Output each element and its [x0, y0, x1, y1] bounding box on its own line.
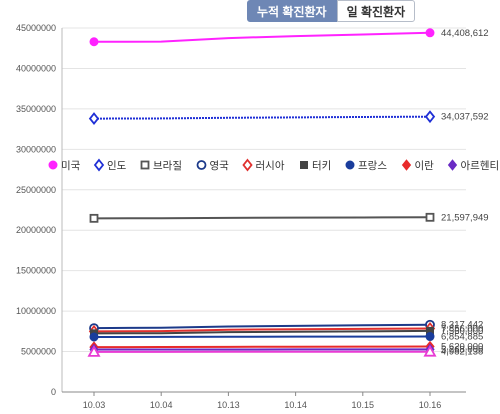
- data-point-start: [89, 332, 99, 342]
- x-tick-label: 10.15: [352, 400, 375, 410]
- legend-marker: [140, 160, 150, 170]
- series-line: [93, 216, 431, 220]
- data-point-start: [89, 213, 99, 223]
- legend-item: 아르헨티나: [461, 160, 500, 172]
- tab-daily-cases[interactable]: 일 확진환자: [336, 0, 416, 22]
- series-line: [93, 115, 431, 120]
- legend-item: 터키: [312, 160, 331, 172]
- data-label: 21,597,949: [441, 212, 489, 223]
- legend-item: 영국: [210, 160, 230, 172]
- data-label: 7,560,000: [441, 326, 483, 337]
- y-tick-label: 5000000: [21, 347, 56, 357]
- y-tick-label: 30000000: [16, 144, 56, 154]
- tab-cumulative-cases[interactable]: 누적 확진환자: [247, 0, 337, 22]
- data-point-end: [424, 110, 436, 124]
- legend-item: 프랑스: [358, 160, 387, 172]
- data-point-end: [423, 344, 437, 357]
- legend-marker: [93, 158, 105, 172]
- y-tick-label: 35000000: [16, 104, 56, 114]
- data-label: 8,317,442: [441, 320, 483, 331]
- y-tick-label: 15000000: [16, 266, 56, 276]
- series-line: [93, 327, 431, 333]
- y-tick-label: 40000000: [16, 63, 56, 73]
- legend-marker: [242, 158, 253, 172]
- data-label: 34,037,592: [441, 112, 489, 123]
- y-tick-label: 20000000: [16, 225, 56, 235]
- y-tick-label: 25000000: [16, 185, 56, 195]
- series-line: [93, 329, 431, 335]
- y-tick-label: 45000000: [16, 23, 56, 33]
- legend-marker: [196, 160, 207, 170]
- x-tick-label: 10.16: [419, 400, 442, 410]
- y-tick-label: 0: [51, 387, 56, 397]
- legend-marker: [401, 159, 412, 171]
- legend-item: 브라질: [153, 160, 182, 172]
- data-label: 7,856,000: [441, 323, 483, 334]
- data-label: 6,854,885: [441, 332, 483, 343]
- data-label: 5,268,000: [441, 344, 483, 355]
- legend-item: 이란: [415, 160, 435, 172]
- legend-item: 인도: [107, 160, 127, 172]
- legend-marker: [447, 159, 458, 171]
- series-line: [93, 323, 431, 330]
- x-tick-label: 10.14: [284, 400, 307, 410]
- x-tick-label: 10.13: [217, 400, 240, 410]
- series-line: [93, 345, 431, 349]
- x-tick-label: 10.04: [150, 400, 173, 410]
- legend-marker: [300, 161, 308, 169]
- data-point-start: [89, 37, 99, 47]
- series-line: [93, 31, 431, 43]
- legend-marker: [48, 160, 58, 170]
- data-point-start: [88, 112, 100, 126]
- data-point-end: [425, 28, 435, 38]
- legend-marker: [345, 160, 355, 170]
- data-label: 4,982,138: [441, 347, 483, 358]
- data-label: 44,408,612: [441, 28, 489, 39]
- data-label: 5,620,000: [441, 342, 483, 353]
- x-tick-label: 10.03: [83, 400, 106, 410]
- data-point-end: [425, 332, 435, 342]
- legend-item: 러시아: [256, 160, 285, 172]
- y-tick-label: 10000000: [16, 306, 56, 316]
- legend-item: 미국: [61, 160, 81, 172]
- tab-group: 누적 확진환자 일 확진환자: [247, 0, 416, 22]
- data-point-start: [87, 345, 101, 357]
- data-point-end: [425, 212, 435, 222]
